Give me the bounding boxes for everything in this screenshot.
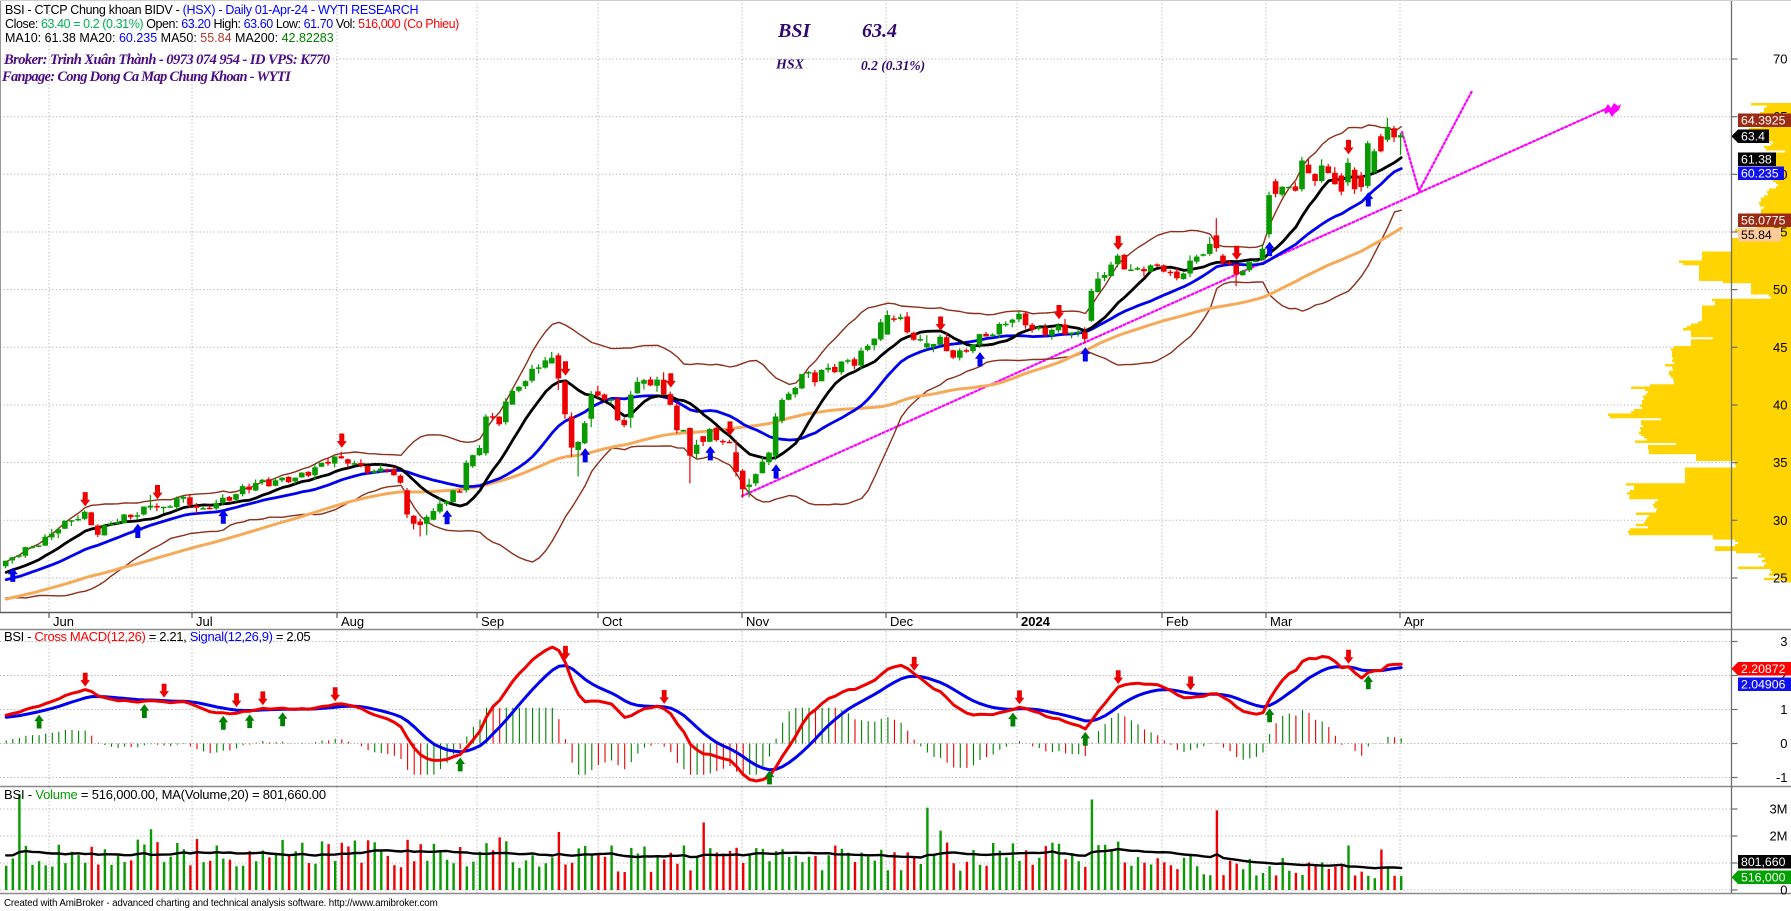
svg-text:3: 3 xyxy=(1780,634,1787,649)
svg-text:Oct: Oct xyxy=(602,614,623,629)
svg-text:70: 70 xyxy=(1773,51,1787,66)
svg-text:Nov: Nov xyxy=(746,614,770,629)
svg-text:2M: 2M xyxy=(1769,829,1787,844)
svg-text:BSI: BSI xyxy=(777,20,811,42)
svg-text:63.4: 63.4 xyxy=(862,20,897,42)
svg-text:-1: -1 xyxy=(1776,770,1788,785)
svg-text:25: 25 xyxy=(1773,570,1787,585)
svg-text:0: 0 xyxy=(1780,883,1787,898)
svg-text:56.0775: 56.0775 xyxy=(1741,214,1786,228)
svg-text:60.235: 60.235 xyxy=(1741,167,1779,181)
svg-text:BSI - CTCP Chung khoan BIDV -: BSI - CTCP Chung khoan BIDV - (HSX) - Da… xyxy=(5,3,418,17)
svg-text:2.20872: 2.20872 xyxy=(1741,662,1786,676)
svg-text:50: 50 xyxy=(1773,282,1787,297)
svg-text:30: 30 xyxy=(1773,513,1787,528)
svg-text:Aug: Aug xyxy=(341,614,364,629)
svg-text:MA10: 61.38 MA20: 60.235 MA50:: MA10: 61.38 MA20: 60.235 MA50: 55.84 MA2… xyxy=(5,31,334,45)
svg-text:2024: 2024 xyxy=(1021,614,1051,629)
svg-text:35: 35 xyxy=(1773,455,1787,470)
svg-text:BSI - Volume = 516,000.00, MA(: BSI - Volume = 516,000.00, MA(Volume,20)… xyxy=(4,787,326,802)
svg-text:Fanpage: Cong Dong Ca Map Chun: Fanpage: Cong Dong Ca Map Chung Khoan - … xyxy=(1,69,292,85)
svg-text:HSX: HSX xyxy=(775,58,805,73)
svg-text:55.84: 55.84 xyxy=(1741,228,1772,242)
svg-text:Jul: Jul xyxy=(196,614,213,629)
svg-text:64.3925: 64.3925 xyxy=(1741,114,1786,128)
svg-text:Dec: Dec xyxy=(890,614,914,629)
svg-text:Apr: Apr xyxy=(1404,614,1425,629)
svg-text:Broker: Trinh Xuân Thành - 097: Broker: Trinh Xuân Thành - 0973 074 954 … xyxy=(3,52,330,68)
svg-text:2.04906: 2.04906 xyxy=(1741,678,1786,692)
svg-text:40: 40 xyxy=(1773,397,1787,412)
svg-text:63.4: 63.4 xyxy=(1741,130,1765,144)
svg-text:516,000: 516,000 xyxy=(1741,871,1786,885)
svg-text:1: 1 xyxy=(1780,702,1787,717)
svg-text:801,660: 801,660 xyxy=(1741,855,1786,869)
svg-text:Close: 63.40 = 0.2 (0.31%) Ope: Close: 63.40 = 0.2 (0.31%) Open: 63.20 H… xyxy=(5,17,459,31)
svg-text:Mar: Mar xyxy=(1270,614,1293,629)
svg-text:61.38: 61.38 xyxy=(1741,153,1772,167)
svg-text:BSI - Cross MACD(12,26) = 2.21: BSI - Cross MACD(12,26) = 2.21, Signal(1… xyxy=(4,629,310,644)
svg-text:45: 45 xyxy=(1773,340,1787,355)
svg-text:Created with AmiBroker - advan: Created with AmiBroker - advanced charti… xyxy=(4,898,438,909)
svg-text:0.2 (0.31%): 0.2 (0.31%) xyxy=(861,58,925,73)
svg-text:Jun: Jun xyxy=(53,614,74,629)
svg-text:Feb: Feb xyxy=(1166,614,1188,629)
svg-text:3M: 3M xyxy=(1769,802,1787,817)
svg-text:Sep: Sep xyxy=(481,614,504,629)
svg-text:0: 0 xyxy=(1780,736,1787,751)
